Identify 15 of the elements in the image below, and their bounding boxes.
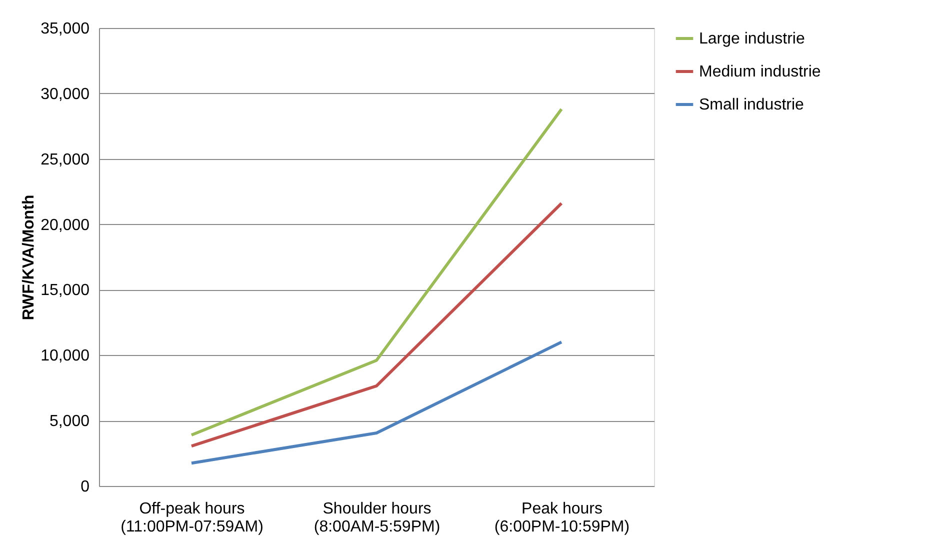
y-axis-title: RWF/KVA/Month: [20, 194, 38, 320]
y-tick-label: 35,000: [40, 20, 90, 38]
y-tick-label: 25,000: [40, 151, 90, 168]
y-tick-label: 30,000: [40, 86, 90, 103]
y-tick-label: 15,000: [40, 282, 90, 300]
legend-label: Large industrie: [699, 30, 805, 48]
y-tick-label: 0: [80, 478, 90, 496]
x-tick-label: Shoulder hours (8:00AM-5:59PM): [314, 500, 440, 536]
y-tick-label: 5,000: [49, 413, 90, 430]
y-tick-label: 10,000: [40, 348, 90, 365]
legend-label: Small industrie: [699, 96, 804, 114]
x-tick-label: Peak hours (6:00PM-10:59PM): [494, 500, 630, 536]
legend-label: Medium industrie: [699, 64, 821, 80]
y-tick-label: 20,000: [40, 216, 90, 234]
x-tick-label: Off-peak hours (11:00PM-07:59AM): [120, 500, 264, 536]
